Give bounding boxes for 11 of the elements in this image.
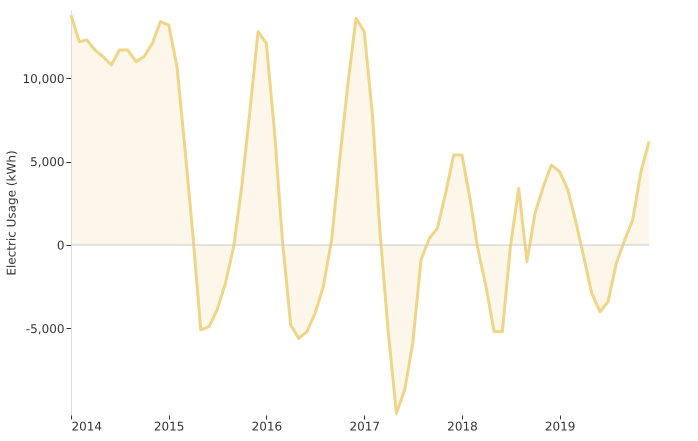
y-tick-label: 10,000	[22, 72, 64, 86]
x-tick-label: 2018	[447, 420, 478, 434]
x-tick-label: 2014	[72, 420, 102, 434]
x-tick-label: 2019	[544, 420, 576, 434]
y-axis-title: Electric Usage (kWh)	[4, 150, 19, 276]
x-tick-label: 2015	[154, 420, 184, 434]
y-tick-label: 5,000	[30, 155, 64, 170]
y-tick-label: 0	[56, 238, 64, 252]
y-tick-label: -5,000	[26, 322, 64, 336]
x-tick-label: 2016	[252, 420, 282, 434]
x-tick-label: 2017	[350, 420, 380, 434]
